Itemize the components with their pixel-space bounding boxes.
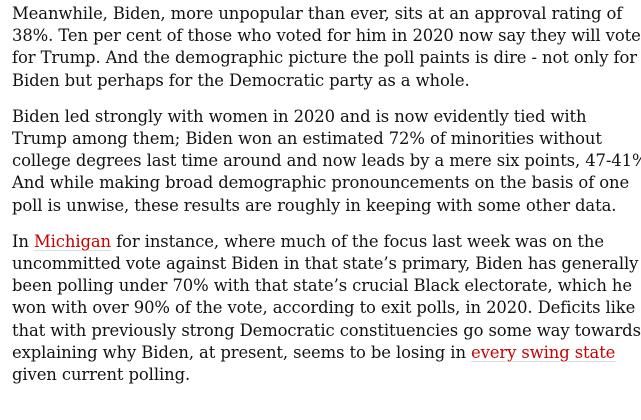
text-segment: explaining why Biden, at present, seems … xyxy=(12,342,472,362)
text-segment: In xyxy=(12,231,34,251)
text-line: And while making broad demographic prono… xyxy=(12,173,630,193)
text-line: that with previously strong Democratic c… xyxy=(12,320,641,340)
paragraph-michigan: In Michigan for instance, where much of … xyxy=(12,231,641,386)
text-line: poll is unwise, these results are roughl… xyxy=(12,195,617,215)
text-line: been polling under 70% with that state’s… xyxy=(12,276,632,296)
text-line: 38%. Ten per cent of those who voted for… xyxy=(12,26,641,46)
text-line: given current polling. xyxy=(12,365,191,385)
text-line: In Michigan for instance, where much of … xyxy=(12,231,639,253)
text-line: Biden led strongly with women in 2020 an… xyxy=(12,106,587,126)
text-line: Trump among them; Biden won an estimated… xyxy=(12,129,602,149)
text-line: Meanwhile, Biden, more unpopular than ev… xyxy=(12,4,623,23)
text-line: uncommitted vote against Biden in that s… xyxy=(12,254,639,274)
text-line: college degrees last time around and now… xyxy=(12,151,641,171)
text-line: for Trump. And the demographic picture t… xyxy=(12,48,637,68)
michigan-link[interactable]: Michigan xyxy=(33,231,111,251)
paragraph-approval: Meanwhile, Biden, more unpopular than ev… xyxy=(12,3,641,92)
every-swing-state-link[interactable]: every swing state xyxy=(471,342,616,362)
text-line: Biden but perhaps for the Democratic par… xyxy=(12,70,470,90)
text-segment: for instance, where much of the focus la… xyxy=(110,231,604,251)
text-line: explaining why Biden, at present, seems … xyxy=(12,342,639,364)
text-line: won with over 90% of the vote, according… xyxy=(12,298,636,318)
paragraph-demographics: Biden led strongly with women in 2020 an… xyxy=(12,106,641,217)
